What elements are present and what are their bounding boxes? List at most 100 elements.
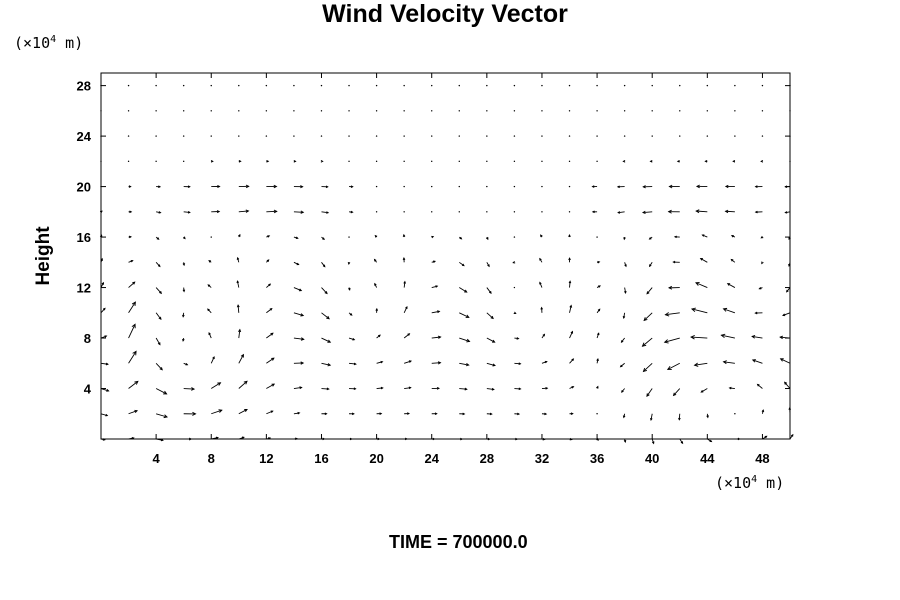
vector-arrowhead [465,314,470,318]
vector-arrow [643,362,653,372]
vector-arrow [780,336,791,339]
x-tick-label: 40 [645,451,659,466]
vector-arrowhead [591,185,595,188]
vector-arrow [486,388,494,390]
vector-arrowhead [404,437,408,441]
vector-arrowhead [435,285,439,288]
vector-arrowhead [624,290,627,294]
vector-arrowhead [132,350,137,356]
vector-point [431,110,433,112]
vector-arrowhead [296,262,300,266]
x-tick-label: 20 [369,451,383,466]
vector-arrow [431,336,441,339]
vector-arrow [403,306,408,313]
vector-point [568,84,571,87]
vector-arrow [650,413,653,421]
vector-arrowhead [326,387,330,391]
vector-point [348,236,350,238]
vector-arrow [664,337,680,343]
vector-arrowhead [215,436,219,440]
vector-arrowhead [623,439,627,443]
vector-point [541,110,543,112]
vector-point [155,135,157,137]
vector-arrowhead [485,237,489,241]
vector-arrowhead [295,437,299,441]
y-unit-suffix: m) [56,34,84,52]
vector-arrow [210,356,215,364]
vector-point [734,110,736,112]
vector-arrow [128,381,139,389]
vector-arrow [128,281,136,288]
y-tick-label: 20 [77,180,91,195]
vector-arrowhead [788,237,791,241]
vector-arrowhead [489,412,493,416]
x-tick-label: 44 [700,451,715,466]
vector-arrowhead [641,210,646,215]
vector-arrow [459,362,469,366]
vector-arrowhead [131,323,136,329]
vector-arrowhead [267,235,271,238]
vector-arrowhead [788,263,791,267]
vector-point [265,110,268,112]
vector-arrowhead [408,386,412,390]
vector-point [403,211,405,213]
vector-arrowhead [568,234,571,237]
vector-arrow [673,388,681,396]
vector-point [293,110,295,112]
vector-arrowhead [238,160,242,163]
vector-arrow [667,362,680,370]
vector-point [541,160,543,163]
vector-arrowhead [619,364,623,368]
vector-arrowhead [695,209,700,214]
vector-arrow [721,334,735,339]
y-tick-label: 12 [77,281,91,296]
vector-point [182,160,185,163]
vector-point [431,84,433,87]
vector-arrowhead [373,258,377,262]
vector-arrowhead [570,330,574,334]
vector-arrow [752,359,763,364]
vector-arrowhead [646,393,650,397]
vector-arrowhead [352,337,356,341]
vector-arrowhead [349,313,353,316]
vector-point [210,84,212,87]
vector-arrowhead [617,211,621,214]
vector-arrowhead [596,358,599,362]
vector-arrowhead [348,287,351,291]
vector-arrowhead [569,437,573,441]
vector-arrow [100,413,108,417]
vector-arrowhead [754,185,758,188]
vector-point [541,211,543,213]
vector-arrow [155,287,162,294]
vector-arrowhead [182,263,186,267]
vector-arrowhead [128,185,132,188]
vector-arrowhead [779,335,784,340]
vector-point [596,135,598,137]
vector-arrowhead [216,210,221,214]
x-tick-label: 24 [424,451,439,466]
vector-point [348,160,350,163]
vector-arrow [459,337,470,342]
vector-point [348,110,350,112]
vector-arrowhead [158,290,162,295]
vector-arrow [569,305,572,313]
vector-arrowhead [758,286,762,290]
vector-arrow [183,211,190,213]
vector-arrowhead [709,439,713,443]
vector-arrow [321,337,331,343]
vector-arrow [782,312,791,316]
vector-point [458,110,460,112]
vector-arrowhead [327,363,332,367]
vector-arrow [155,312,162,320]
vector-arrow [459,388,467,390]
vector-arrow [128,301,136,314]
x-tick-label: 4 [153,451,161,466]
vector-point [679,135,681,137]
vector-arrowhead [128,235,132,239]
vector-point [375,185,378,188]
vector-arrow [646,287,653,295]
vector-arrowhead [245,184,250,189]
vector-arrowhead [238,233,241,237]
vector-point [293,84,295,87]
vector-arrowhead [622,415,626,419]
